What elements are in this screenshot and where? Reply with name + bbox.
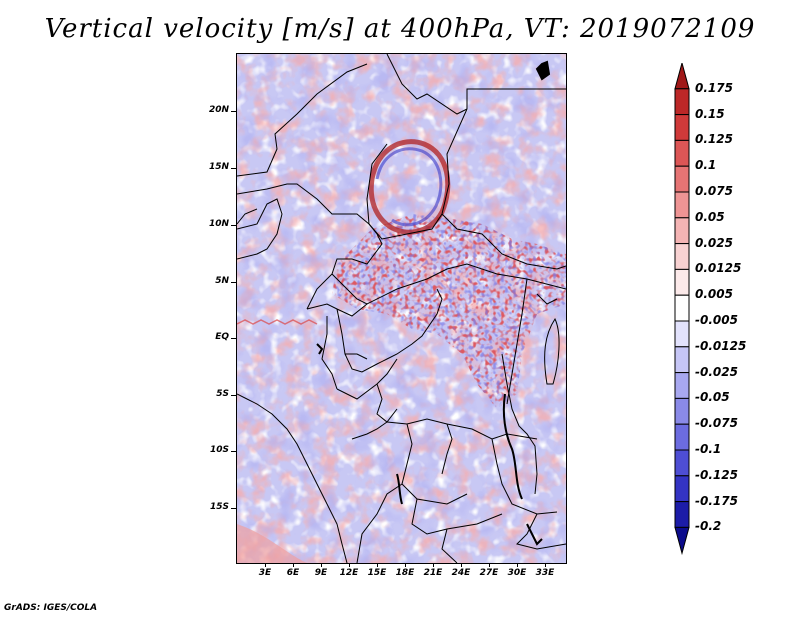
colorbar — [674, 63, 690, 556]
lon-label-12e: 12E — [339, 568, 359, 578]
lon-tick — [321, 563, 322, 567]
colorbar-cell — [674, 165, 690, 193]
lon-label-9e: 9E — [314, 568, 328, 578]
colorbar-label: 0.0125 — [695, 261, 742, 276]
colorbar-label: 0.05 — [695, 209, 725, 224]
lat-tick — [231, 338, 236, 339]
colorbar-label: -0.2 — [695, 519, 722, 534]
lat-label-eq: EQ — [215, 332, 229, 342]
lon-label-6e: 6E — [286, 568, 300, 578]
colorbar-label: -0.1 — [695, 442, 722, 456]
colorbar-label: 0.075 — [695, 184, 733, 198]
colorbar-label: -0.175 — [695, 493, 738, 508]
colorbar-cell — [674, 501, 690, 528]
lon-label-27e: 27E — [479, 568, 499, 578]
colorbar-label: 0.175 — [695, 80, 733, 95]
lat-tick — [231, 225, 236, 226]
lon-label-33e: 33E — [535, 568, 555, 578]
colorbar-label: -0.075 — [695, 416, 738, 431]
lon-tick — [433, 563, 434, 567]
lon-label-24e: 24E — [451, 568, 471, 578]
colorbar-cell — [674, 191, 690, 219]
colorbar-cell — [674, 243, 690, 270]
lon-tick — [349, 563, 350, 567]
lon-tick — [405, 563, 406, 567]
lon-tick — [293, 563, 294, 567]
lon-tick — [377, 563, 378, 567]
colorbar-cell — [674, 88, 690, 116]
lon-tick — [461, 563, 462, 567]
lat-label-10s: 10S — [209, 445, 229, 455]
lat-tick — [231, 508, 236, 509]
lon-label-21e: 21E — [423, 568, 443, 578]
colorbar-cell — [674, 423, 690, 451]
lon-tick — [265, 563, 266, 567]
lat-tick — [231, 111, 236, 112]
colorbar-label: -0.0125 — [695, 338, 747, 353]
colorbar-cell — [674, 346, 690, 374]
colorbar-label: -0.125 — [695, 467, 738, 482]
colorbar-label: -0.025 — [695, 364, 738, 379]
lon-label-18e: 18E — [395, 568, 415, 578]
lon-label-15e: 15E — [367, 568, 387, 578]
lon-label-3e: 3E — [258, 568, 272, 578]
colorbar-label: 0.125 — [695, 132, 733, 147]
colorbar-cell — [674, 268, 690, 296]
colorbar-cell — [674, 114, 690, 141]
colorbar-label: -0.05 — [695, 390, 730, 405]
lat-label-5s: 5S — [216, 389, 229, 399]
colorbar-bottom-arrow — [674, 526, 690, 556]
lon-tick — [545, 563, 546, 567]
lat-label-15s: 15S — [209, 502, 229, 512]
lon-tick — [517, 563, 518, 567]
lat-tick — [231, 451, 236, 452]
lat-label-10n: 10N — [208, 219, 229, 229]
colorbar-cell — [674, 320, 690, 348]
velocity-map — [236, 53, 567, 564]
lat-label-15n: 15N — [208, 162, 229, 172]
colorbar-label: -0.005 — [695, 313, 738, 327]
lat-tick — [231, 168, 236, 169]
colorbar-label: 0.005 — [695, 287, 733, 302]
lat-label-20n: 20N — [208, 105, 229, 115]
lat-tick — [231, 282, 236, 283]
map-field — [237, 54, 566, 563]
colorbar-cell — [674, 294, 690, 322]
lon-label-30e: 30E — [507, 568, 527, 578]
colorbar-cell — [674, 372, 690, 399]
lon-tick — [489, 563, 490, 567]
colorbar-label: 0.1 — [695, 158, 717, 173]
colorbar-cell — [674, 475, 690, 503]
colorbar-label: 0.025 — [695, 235, 733, 250]
colorbar-top-arrow — [674, 63, 690, 90]
colorbar-cell — [674, 217, 690, 245]
colorbar-cell — [674, 139, 690, 167]
lat-label-5n: 5N — [215, 276, 229, 286]
grads-credit: GrADS: IGES/COLA — [4, 603, 98, 613]
colorbar-cell — [674, 449, 690, 477]
colorbar-cell — [674, 397, 690, 425]
colorbar-label: 0.15 — [695, 106, 725, 121]
lat-tick — [231, 395, 236, 396]
chart-title: Vertical velocity [m/s] at 400hPa, VT: 2… — [44, 14, 756, 44]
